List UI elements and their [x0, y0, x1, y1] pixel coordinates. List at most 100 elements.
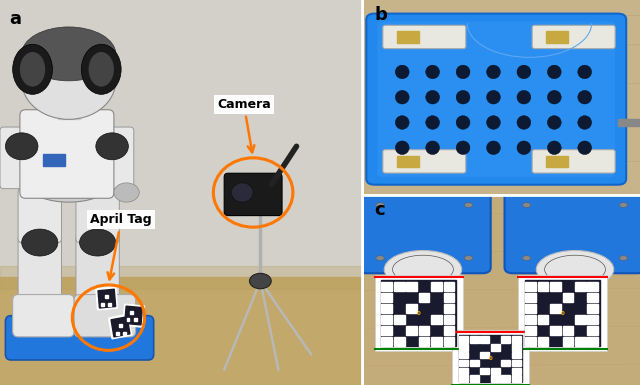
Bar [431, 281, 442, 291]
Bar [525, 326, 536, 335]
Bar [470, 360, 479, 367]
Ellipse shape [486, 141, 500, 154]
Bar [119, 324, 122, 327]
Bar [0, 266, 362, 289]
Bar [512, 344, 521, 351]
Ellipse shape [426, 90, 440, 104]
Ellipse shape [396, 116, 409, 129]
Bar [512, 360, 521, 367]
Bar [444, 337, 454, 346]
Bar [550, 281, 561, 291]
Bar [406, 281, 417, 291]
Bar [512, 352, 521, 358]
Ellipse shape [517, 65, 531, 79]
Bar [397, 31, 419, 43]
Bar [419, 337, 429, 346]
Bar [444, 281, 454, 291]
Bar [501, 336, 510, 343]
Bar [512, 336, 521, 343]
Bar [491, 344, 500, 351]
FancyBboxPatch shape [383, 25, 466, 49]
Ellipse shape [465, 203, 473, 208]
Ellipse shape [456, 116, 470, 129]
Bar [546, 31, 568, 43]
Bar [525, 293, 536, 302]
Bar [563, 326, 573, 335]
Ellipse shape [232, 183, 253, 202]
FancyBboxPatch shape [101, 127, 134, 189]
Ellipse shape [486, 116, 500, 129]
Ellipse shape [20, 52, 45, 87]
Bar [501, 360, 510, 367]
Bar [381, 315, 392, 324]
Ellipse shape [578, 116, 591, 129]
Bar [109, 303, 111, 306]
FancyBboxPatch shape [366, 13, 626, 185]
Bar [575, 337, 586, 346]
FancyBboxPatch shape [452, 330, 529, 385]
Ellipse shape [522, 203, 531, 208]
Bar [444, 326, 454, 335]
Ellipse shape [396, 65, 409, 79]
Bar [563, 337, 573, 346]
Ellipse shape [620, 256, 628, 261]
Text: c: c [374, 201, 385, 219]
Ellipse shape [547, 141, 561, 154]
Ellipse shape [517, 141, 531, 154]
Ellipse shape [22, 229, 58, 256]
Bar [480, 336, 489, 343]
FancyBboxPatch shape [0, 127, 33, 189]
Ellipse shape [250, 273, 271, 289]
Bar [546, 156, 568, 167]
Bar [525, 281, 536, 291]
Bar [444, 304, 454, 313]
Bar [538, 315, 548, 324]
Ellipse shape [486, 65, 500, 79]
Bar [459, 335, 522, 382]
Text: a: a [9, 10, 21, 28]
FancyBboxPatch shape [76, 235, 119, 304]
Bar [123, 332, 126, 335]
Bar [431, 315, 442, 324]
Bar [381, 326, 392, 335]
Ellipse shape [547, 65, 561, 79]
FancyBboxPatch shape [532, 150, 615, 173]
Bar [588, 293, 598, 302]
Bar [480, 368, 489, 374]
Ellipse shape [522, 256, 531, 261]
Bar [470, 375, 479, 382]
Bar [419, 293, 429, 302]
Bar [459, 360, 468, 367]
Bar [480, 352, 489, 358]
Ellipse shape [465, 256, 473, 261]
Ellipse shape [376, 256, 384, 261]
Bar [381, 304, 392, 313]
Bar [588, 281, 598, 291]
FancyBboxPatch shape [383, 150, 466, 173]
FancyBboxPatch shape [378, 22, 615, 177]
Ellipse shape [79, 229, 116, 256]
Ellipse shape [81, 44, 121, 94]
Bar [58, 104, 79, 119]
Ellipse shape [426, 65, 440, 79]
Ellipse shape [578, 90, 591, 104]
Bar [0, 0, 362, 277]
Bar [575, 315, 586, 324]
Bar [109, 314, 132, 339]
Bar [397, 156, 419, 167]
Ellipse shape [114, 183, 140, 202]
Ellipse shape [13, 44, 52, 94]
Ellipse shape [384, 251, 461, 288]
Bar [406, 326, 417, 335]
Bar [525, 280, 600, 346]
Bar [550, 304, 561, 313]
Bar [98, 289, 116, 308]
Bar [381, 293, 392, 302]
FancyBboxPatch shape [374, 275, 463, 351]
FancyBboxPatch shape [504, 190, 640, 273]
Bar [459, 368, 468, 374]
Bar [105, 295, 108, 298]
Ellipse shape [5, 133, 38, 160]
FancyBboxPatch shape [74, 295, 136, 337]
Bar [525, 337, 536, 346]
